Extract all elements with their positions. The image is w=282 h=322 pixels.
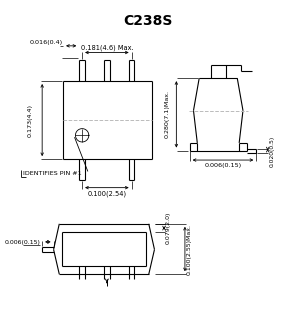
Text: 0.181(4.6) Max.: 0.181(4.6) Max. (81, 44, 133, 51)
Text: IDENTIFIES PIN #1: IDENTIFIES PIN #1 (23, 171, 82, 176)
Text: 0.006(0.15): 0.006(0.15) (5, 240, 40, 245)
Text: C238S: C238S (123, 14, 173, 28)
Text: 0.100(2.54): 0.100(2.54) (87, 190, 126, 197)
Text: 0.020(0.5): 0.020(0.5) (270, 135, 275, 166)
Text: 0.079(2.0): 0.079(2.0) (166, 212, 171, 244)
Text: 0.100(2.55)Max.: 0.100(2.55)Max. (187, 223, 192, 275)
Text: 0.280(7.1)Max.: 0.280(7.1)Max. (164, 90, 169, 138)
Text: 0.016(0.4): 0.016(0.4) (29, 40, 63, 44)
Text: 0.006(0.15): 0.006(0.15) (204, 163, 242, 168)
Text: 0.173(4.4): 0.173(4.4) (27, 104, 32, 137)
